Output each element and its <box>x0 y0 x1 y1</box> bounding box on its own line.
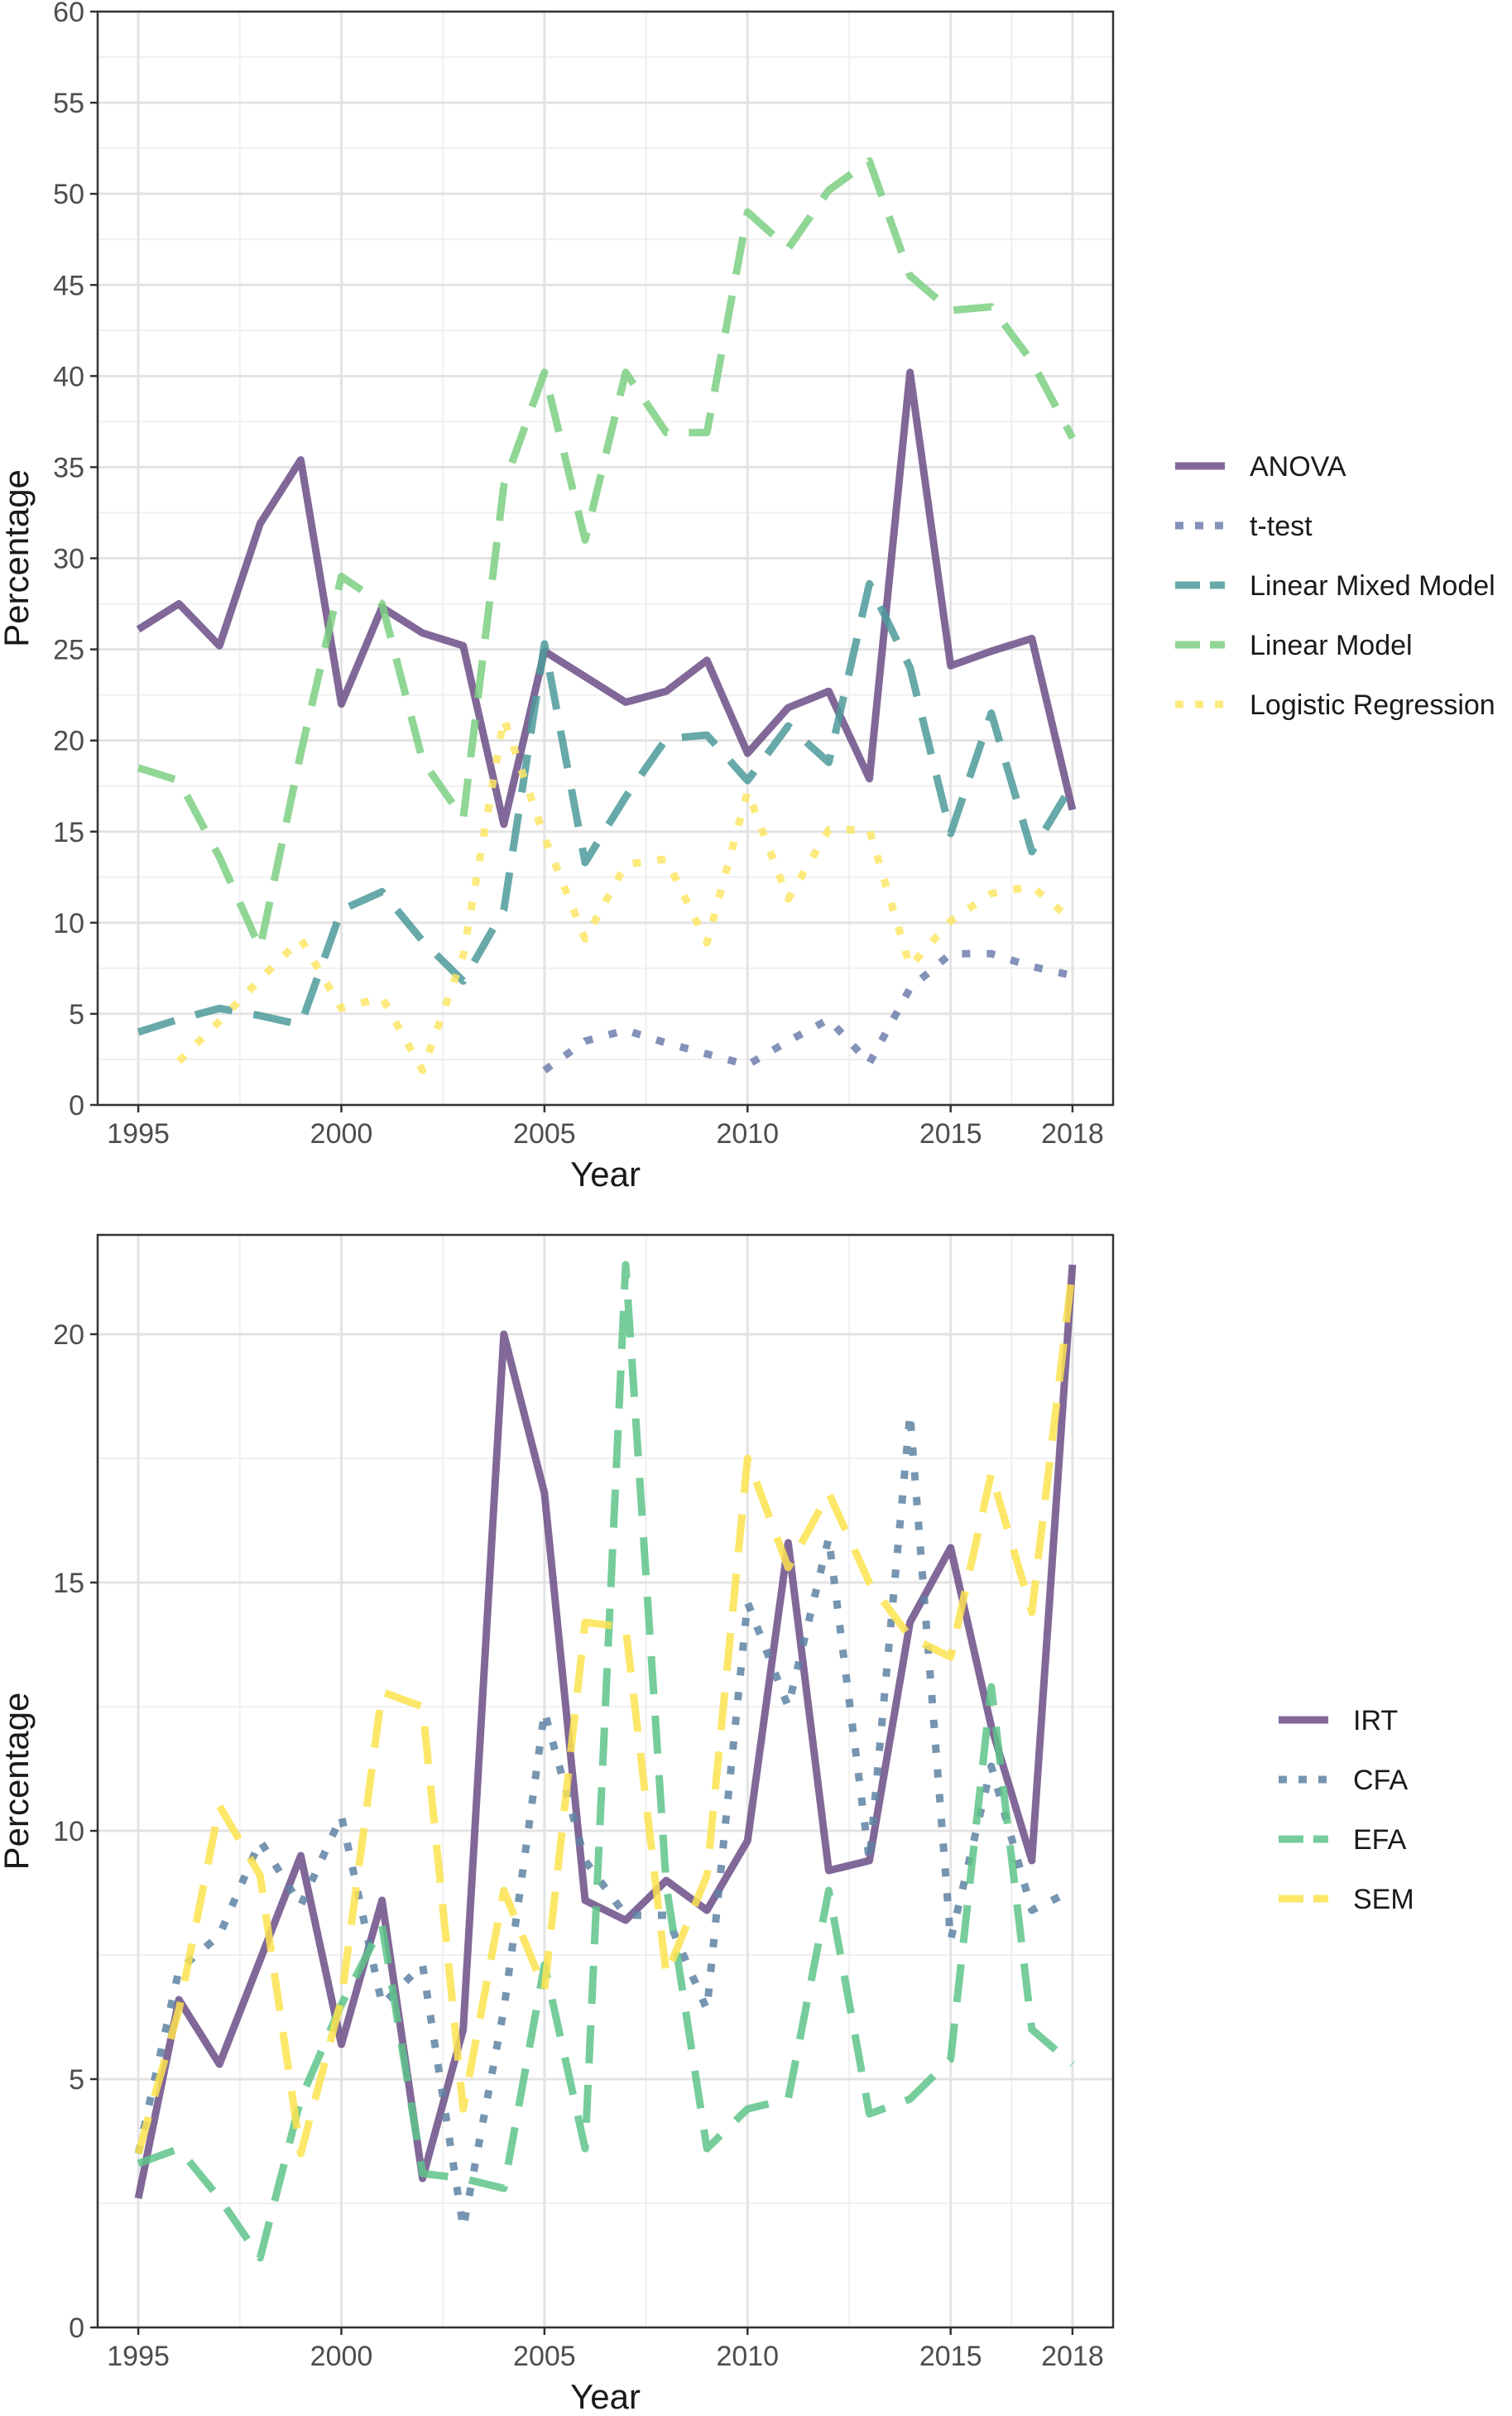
x-axis-title: Year <box>570 1155 641 1194</box>
x-tick-label: 2015 <box>919 1118 982 1150</box>
panel-border <box>96 1233 1115 2329</box>
legend-label: Linear Model <box>1250 630 1413 661</box>
legend-label: CFA <box>1353 1765 1408 1796</box>
y-axis-title: Percentage <box>0 469 36 647</box>
x-tick-label: 2018 <box>1041 2341 1104 2372</box>
y-tick-label: 20 <box>53 1319 84 1351</box>
x-tick-label: 2005 <box>513 2341 576 2372</box>
x-tick-label: 2000 <box>310 1118 373 1150</box>
y-tick-label: 35 <box>53 452 84 483</box>
legend-label: SEM <box>1353 1884 1414 1915</box>
legend-label: ANOVA <box>1250 451 1346 483</box>
chart-panel-2: 0 5 10 15 20 1995 2000 2005 2010 2015 2018 Year Perc… <box>0 1233 1414 2416</box>
x-tick-label: 1995 <box>107 1118 170 1150</box>
series-line-linear-model <box>137 157 1076 953</box>
legend-label: IRT <box>1353 1705 1398 1736</box>
x-tick-label: 1995 <box>107 2341 170 2372</box>
x-tick-label: 2010 <box>716 2341 779 2372</box>
y-tick-label: 55 <box>53 88 84 119</box>
y-tick-label: 15 <box>53 817 84 848</box>
series-line-linear-mixed-model <box>137 579 1076 1036</box>
y-tick-label: 60 <box>53 0 84 28</box>
y-tick-label: 0 <box>69 2313 84 2344</box>
series-line-irt <box>134 1264 1077 2199</box>
series-line-logistic-regression <box>176 714 1075 1074</box>
y-tick-label: 20 <box>53 726 84 757</box>
legend: IRT CFA EFA SEM <box>1279 1705 1414 1915</box>
chart-panel-1: 0 5 10 15 20 25 30 35 40 45 50 55 60 1995 2000 2005 2010… <box>0 0 1495 1194</box>
y-axis-title: Percentage <box>0 1693 36 1871</box>
legend: ANOVA t-test Linear Mixed Model Linear Mode… <box>1175 451 1495 721</box>
y-tick-label: 50 <box>53 179 84 210</box>
x-tick-label: 2015 <box>919 2341 982 2372</box>
x-tick-label: 2010 <box>716 1118 779 1150</box>
y-tick-label: 0 <box>69 1090 84 1122</box>
legend-label: EFA <box>1353 1824 1407 1856</box>
y-tick-label: 5 <box>69 999 84 1030</box>
legend-label: Linear Mixed Model <box>1250 570 1495 602</box>
series-line-anova <box>136 368 1077 829</box>
y-tick-label: 10 <box>53 908 84 939</box>
x-tick-label: 2000 <box>310 2341 373 2372</box>
legend-label: Logistic Regression <box>1250 689 1495 721</box>
x-tick-label: 2005 <box>513 1118 576 1150</box>
plot-area <box>98 1235 1113 2327</box>
series-line-cfa <box>134 1410 1074 2232</box>
series-line-sem <box>134 1269 1077 2158</box>
legend-label: t-test <box>1250 511 1313 542</box>
x-tick-label: 2018 <box>1041 1118 1104 1150</box>
y-tick-label: 45 <box>53 270 84 301</box>
y-tick-label: 25 <box>53 635 84 666</box>
y-tick-label: 40 <box>53 361 84 392</box>
y-tick-label: 30 <box>53 544 84 575</box>
x-axis-title: Year <box>570 2377 641 2412</box>
y-tick-label: 15 <box>53 1568 84 1599</box>
y-tick-label: 5 <box>69 2064 84 2096</box>
y-tick-label: 10 <box>53 1816 84 1847</box>
